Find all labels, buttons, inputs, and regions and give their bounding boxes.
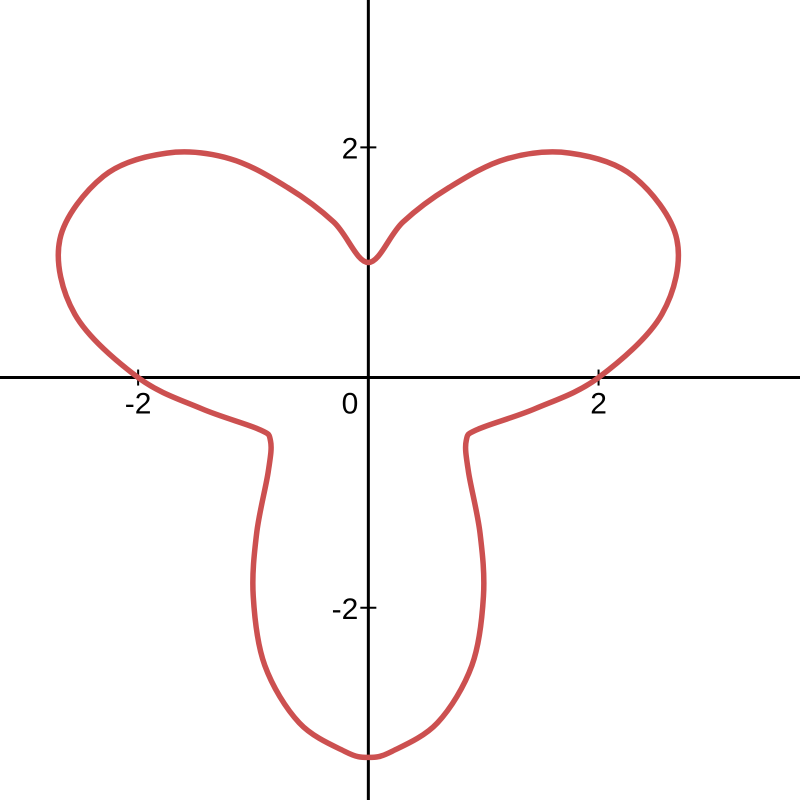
- origin-label: 0: [342, 388, 359, 421]
- y-tick-label: -2: [332, 593, 359, 626]
- trefoil-curve: [55, 149, 682, 761]
- y-tick-label: 2: [342, 132, 359, 165]
- series-layer: [55, 149, 682, 761]
- axis-ticks: -2 2 -2 2 0: [125, 132, 607, 625]
- x-tick-label: 2: [590, 388, 607, 421]
- x-tick-label: -2: [125, 388, 152, 421]
